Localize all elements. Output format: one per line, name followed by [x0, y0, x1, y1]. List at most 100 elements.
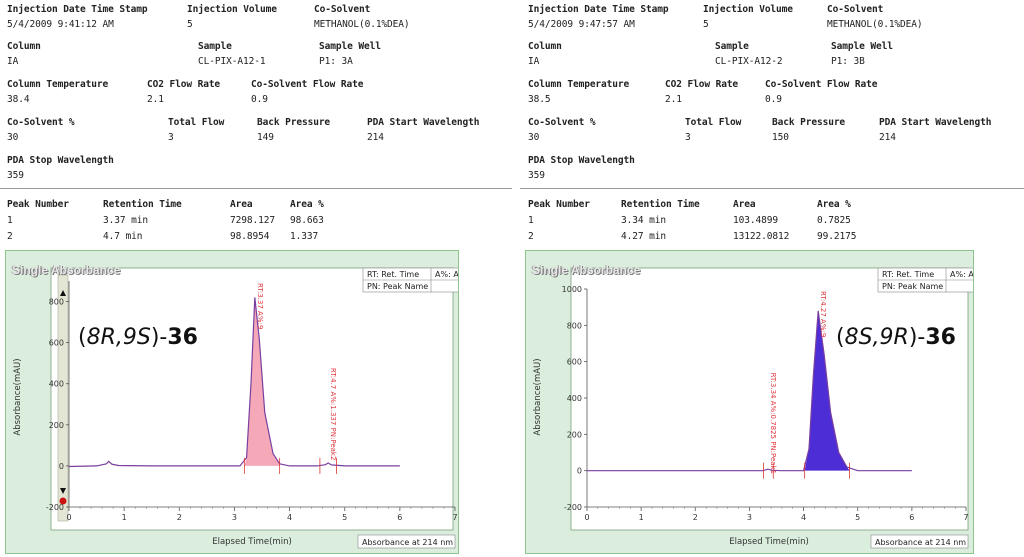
peak-annotation: RT:3.34 A%:0.7825 PN:Peak1 — [769, 373, 777, 474]
chromatogram-line — [68, 297, 400, 468]
value-pdastop: 359 — [528, 170, 545, 181]
label-pdastart: PDA Start Wavelength — [367, 117, 480, 128]
x-tick-label: 2 — [693, 513, 698, 522]
value-co2: 2.1 — [665, 94, 682, 105]
scroll-up-icon[interactable] — [60, 290, 66, 296]
value-cosolventflow: 0.9 — [765, 94, 782, 105]
label-column: Column — [528, 41, 562, 52]
compound-label: (8R,9S)-36 — [78, 325, 198, 350]
label-pdastop: PDA Stop Wavelength — [528, 155, 635, 166]
legend-pn: PN: Peak Name — [882, 282, 943, 291]
plot-area — [570, 267, 969, 531]
peak-annotation: RT:3.37 A%:9 — [256, 283, 264, 329]
value-sample: CL-PIX-A12-2 — [715, 56, 783, 67]
y-tick-label: 0 — [577, 467, 582, 476]
value-pdastart: 214 — [879, 132, 896, 143]
chart-title: Single Absorbance — [532, 263, 641, 277]
compound-label: (8S,9R)-36 — [836, 325, 956, 350]
label-totalflow: Total Flow — [168, 117, 225, 128]
value-cosolventflow: 0.9 — [251, 94, 268, 105]
label-well: Sample Well — [831, 41, 893, 52]
scroll-down-icon[interactable] — [60, 488, 66, 494]
peak-table-header: Peak Number — [7, 199, 69, 210]
peak-table-cell: 7298.127 — [230, 215, 275, 226]
chart-left: Single Absorbance RT: Ret. Time A%: Area… — [5, 250, 502, 554]
peak-table-header: Area — [733, 199, 756, 210]
footer-box: Absorbance at 214 nm — [870, 534, 969, 549]
legend-area: A%: Area Perc — [950, 270, 973, 279]
peak-table-header: Peak Number — [528, 199, 590, 210]
peak-table-header: Area % — [290, 199, 324, 210]
x-tick-label: 5 — [855, 513, 860, 522]
legend-rt: RT: Ret. Time — [367, 270, 419, 279]
legend-rt: RT: Ret. Time — [882, 270, 934, 279]
chart-right: Single Absorbance RT: Ret. Time A%: Area… — [525, 250, 1019, 554]
peak-table-cell: 3.34 min — [621, 215, 666, 226]
value-column: IA — [7, 56, 19, 67]
value-totalflow: 3 — [168, 132, 174, 143]
y-tick-label: 600 — [567, 358, 582, 367]
x-tick-label: 3 — [747, 513, 752, 522]
value-pdastart: 214 — [367, 132, 384, 143]
label-pdastart: PDA Start Wavelength — [879, 117, 992, 128]
y-tick-label: 800 — [49, 298, 64, 307]
label-sample: Sample — [198, 41, 232, 52]
value-volume: 5 — [187, 19, 193, 30]
value-volume: 5 — [703, 19, 709, 30]
label-stamp: Injection Date Time Stamp — [7, 4, 148, 15]
peak-table-header: Retention Time — [621, 199, 700, 210]
value-backpressure: 150 — [772, 132, 789, 143]
label-coltemp: Column Temperature — [7, 79, 109, 90]
peak-table-cell: 1.337 — [290, 231, 319, 242]
left-panel: Injection Date Time Stamp Injection Volu… — [0, 0, 512, 554]
x-tick-label: 4 — [801, 513, 806, 522]
label-cosolvent: Co-Solvent — [314, 4, 371, 15]
header-separator — [520, 188, 1024, 189]
label-sample: Sample — [715, 41, 749, 52]
label-pdastop: PDA Stop Wavelength — [7, 155, 114, 166]
header-separator — [0, 188, 512, 189]
value-coltemp: 38.4 — [7, 94, 30, 105]
value-column: IA — [528, 56, 540, 67]
value-coltemp: 38.5 — [528, 94, 551, 105]
value-well: P1: 3B — [831, 56, 865, 67]
peak-table-cell: 0.7825 — [817, 215, 851, 226]
peak-fill — [804, 310, 850, 471]
right-panel: Injection Date Time Stamp Injection Volu… — [520, 0, 1024, 554]
peak-table-header: Area % — [817, 199, 851, 210]
label-co2: CO2 Flow Rate — [147, 79, 221, 90]
footer-box: Absorbance at 214 nm — [357, 534, 456, 549]
peak-table-cell: 1 — [528, 215, 534, 226]
y-tick-label: -200 — [46, 503, 64, 512]
x-tick-label: 1 — [639, 513, 644, 522]
label-cosolventflow: Co-Solvent Flow Rate — [251, 79, 364, 90]
peak-table-cell: 13122.0812 — [733, 231, 790, 242]
y-tick-label: 600 — [49, 339, 64, 348]
x-tick-label: 5 — [342, 513, 347, 522]
peak-annotation: RT:4.27 A%:9 — [819, 291, 827, 337]
value-sample: CL-PIX-A12-1 — [198, 56, 266, 67]
peak-table-cell: 98.663 — [290, 215, 324, 226]
x-tick-label: 7 — [963, 513, 968, 522]
value-backpressure: 149 — [257, 132, 274, 143]
label-totalflow: Total Flow — [685, 117, 742, 128]
x-axis-title: Elapsed Time(min) — [212, 537, 292, 547]
peak-table-cell: 3.37 min — [103, 215, 148, 226]
peak-annotation: RT:4.7 A%:1.337 PN:Peak2 — [329, 368, 337, 461]
chromatogram-line — [587, 310, 912, 472]
y-axis-title: Absorbance(mAU) — [533, 358, 543, 435]
y-tick-label: 1000 — [562, 285, 582, 294]
peak-table-header: Area — [230, 199, 253, 210]
y-tick-label: 200 — [567, 430, 582, 439]
value-co2: 2.1 — [147, 94, 164, 105]
y-tick-label: -200 — [564, 503, 582, 512]
x-tick-label: 2 — [177, 513, 182, 522]
value-totalflow: 3 — [685, 132, 691, 143]
scrollbar[interactable] — [57, 274, 69, 522]
x-axis-title: Elapsed Time(min) — [729, 537, 809, 547]
label-cosolventpct: Co-Solvent % — [7, 117, 75, 128]
footer-label: Absorbance at 214 nm — [875, 538, 966, 547]
label-column: Column — [7, 41, 41, 52]
x-tick-label: 3 — [232, 513, 237, 522]
y-tick-label: 800 — [567, 321, 582, 330]
